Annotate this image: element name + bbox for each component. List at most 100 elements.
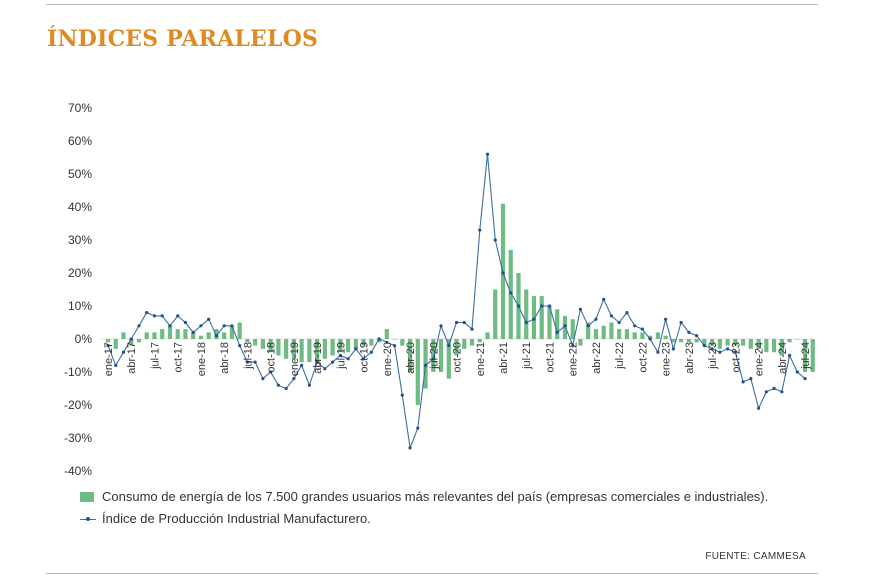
ipi-point <box>640 327 645 331</box>
ipi-point <box>447 344 451 348</box>
ipi-point <box>602 297 606 301</box>
ipi-point <box>772 386 776 391</box>
x-tick-label: jul-19 <box>335 342 347 370</box>
bar <box>198 335 204 339</box>
x-tick-label: ene-18 <box>196 342 208 376</box>
page-title: ÍNDICES PARALELOS <box>47 26 319 52</box>
ipi-point <box>361 357 366 361</box>
ipi-point <box>540 304 544 308</box>
ipi-point <box>787 353 792 358</box>
ipi-point <box>578 307 583 311</box>
bar <box>384 329 389 339</box>
bar <box>477 339 482 343</box>
bar <box>183 329 188 339</box>
bar <box>253 339 258 346</box>
bar <box>640 332 645 339</box>
bar <box>245 339 250 343</box>
legend-label-consumo: Consumo de energía de los 7.500 grandes … <box>102 489 769 504</box>
bar <box>802 339 808 372</box>
bar <box>686 339 691 343</box>
ipi-point <box>726 347 730 351</box>
bar <box>353 339 358 349</box>
ipi-point <box>671 347 675 351</box>
bar <box>322 339 327 359</box>
bar <box>779 339 784 356</box>
ipi-point <box>532 317 536 321</box>
bar <box>679 339 684 343</box>
x-tick-label: oct-21 <box>544 342 556 373</box>
x-tick-label: abr-21 <box>498 342 510 374</box>
ipi-point <box>222 324 226 328</box>
top-rule <box>46 4 818 5</box>
bar <box>671 339 676 343</box>
bar <box>717 339 722 349</box>
bottom-rule <box>46 573 818 574</box>
y-tick-label: 60% <box>68 134 92 148</box>
ipi-point <box>470 327 474 331</box>
ipi-point <box>756 406 761 410</box>
bar <box>206 332 211 339</box>
bar <box>555 309 560 339</box>
bar <box>144 332 149 339</box>
bar <box>438 339 444 372</box>
bar <box>539 296 544 339</box>
ipi-point <box>439 324 443 328</box>
ipi-point <box>702 344 706 348</box>
y-tick-label: 20% <box>68 266 92 280</box>
y-tick-label: -10% <box>64 365 92 379</box>
y-tick-label: -40% <box>64 464 92 478</box>
bar <box>167 325 173 339</box>
ipi-point <box>423 363 428 367</box>
bar <box>315 339 320 363</box>
ipi-point <box>710 347 714 351</box>
ipi-point <box>679 320 683 325</box>
ipi-point <box>207 317 211 321</box>
bar <box>392 339 397 340</box>
bar <box>787 339 792 343</box>
y-tick-label: -30% <box>64 431 92 445</box>
bar <box>578 339 583 346</box>
ipi-point <box>160 314 164 318</box>
bar <box>152 332 157 339</box>
x-tick-label: abr-18 <box>219 342 231 374</box>
bar <box>562 315 568 339</box>
ipi-point <box>485 152 490 156</box>
bar <box>655 332 660 339</box>
bar <box>345 339 351 353</box>
ipi-point <box>346 357 350 361</box>
ipi-point <box>454 320 459 325</box>
ipi-point <box>586 324 590 328</box>
ipi-point <box>718 350 722 354</box>
bar <box>129 339 134 346</box>
y-tick-label: 70% <box>68 101 92 115</box>
ipi-point <box>121 350 126 354</box>
ipi-point <box>571 344 575 348</box>
ipi-point <box>168 324 172 328</box>
ipi-point <box>733 350 737 354</box>
ipi-point <box>501 271 505 275</box>
bar <box>632 332 637 339</box>
legend-bar-swatch <box>80 491 94 502</box>
ipi-point <box>648 337 652 341</box>
ipi-point <box>269 370 273 374</box>
x-tick-label: ene-19 <box>289 342 301 376</box>
ipi-point <box>664 317 668 321</box>
bar <box>756 339 761 349</box>
x-tick-label: jul-17 <box>149 342 161 370</box>
ipi-point <box>524 320 528 325</box>
bar <box>663 335 668 339</box>
y-tick-label: 40% <box>68 200 92 214</box>
bar <box>485 332 490 339</box>
bar <box>299 339 304 363</box>
y-tick-label: 10% <box>68 299 92 313</box>
ipi-point <box>238 344 242 348</box>
bar <box>508 249 513 339</box>
x-tick-label: oct-18 <box>266 342 278 373</box>
x-tick-label: oct-19 <box>359 342 371 373</box>
ipi-point <box>129 337 133 341</box>
bar <box>136 339 142 343</box>
ipi-point <box>315 360 319 364</box>
bar <box>462 339 467 349</box>
bar <box>454 339 459 356</box>
